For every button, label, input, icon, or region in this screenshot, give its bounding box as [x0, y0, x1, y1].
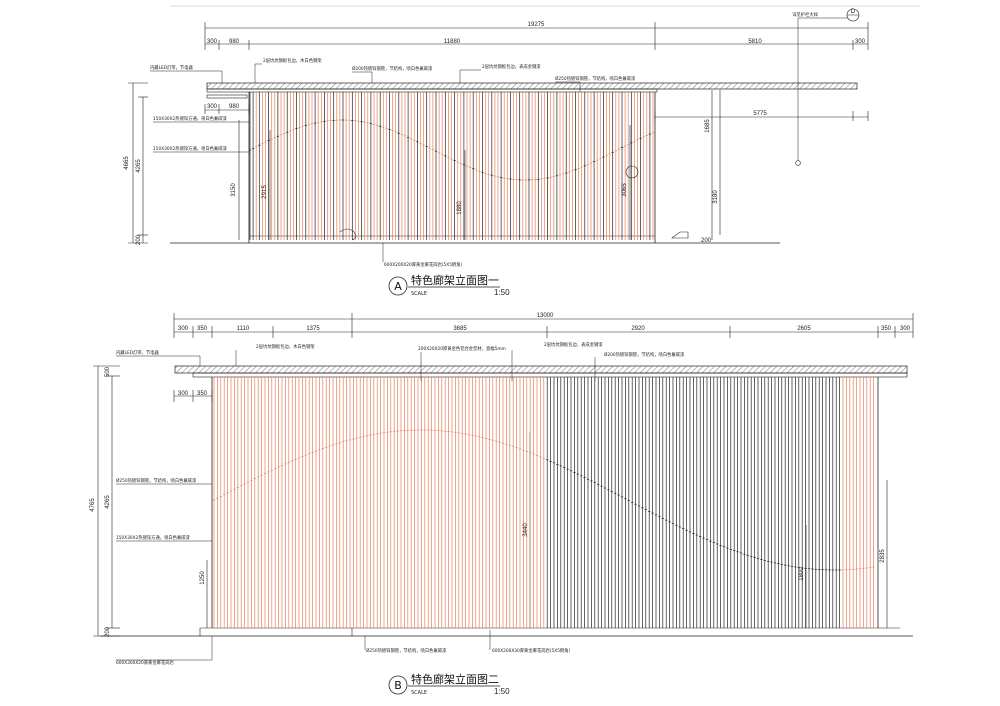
dim-b-top-6: 2605	[797, 326, 811, 332]
title-b-circle	[388, 675, 408, 695]
ref-circle-c	[625, 165, 639, 179]
note-b-beam-top: 2层坑坑钢板包边，木白色钢架	[256, 343, 315, 350]
title-b-text: 特色廊架立面图二	[411, 672, 499, 686]
note-a-tube150-1: 150X30X2热镀锌方通，喷白色氟碳漆	[153, 115, 228, 122]
note-a-led: 内藏LED灯带，节电器	[150, 64, 193, 71]
height-b-1800: 1800	[799, 567, 805, 581]
height-b-500: 500	[105, 366, 111, 377]
dim-b-top-7: 350	[881, 326, 892, 332]
height-a-3150: 3150	[231, 183, 237, 197]
title-a-letter: A	[394, 280, 402, 293]
dim-b-overall: 13000	[537, 313, 554, 319]
dim-a-right: 5775	[753, 111, 767, 117]
roof-beam-b	[174, 365, 908, 374]
note-b-beam-mid: 200X20X20厚黄金色铝合金型材，宽幅5mm	[418, 345, 506, 352]
height-a-ground-left: 200	[136, 234, 142, 245]
dim-a-overall: 19275	[528, 22, 545, 28]
dim-a-top-3: 5810	[748, 39, 762, 45]
dim-a-second-1: 980	[229, 104, 240, 110]
note-b-beam-right: 2层坑坑钢板包边，表成金钢漆	[544, 341, 603, 348]
dim-b-top-1: 350	[197, 326, 208, 332]
dim-b-top-2: 1110	[237, 326, 250, 332]
note-ref: 详见护栏大样	[792, 11, 818, 18]
height-b-ground: 200	[105, 626, 111, 637]
title-a-scale: 1:50	[494, 288, 510, 297]
dim-b-top-4: 3685	[453, 326, 467, 332]
elevation-a: D 详见护栏大样 19275 300 980 11880 5810 300 30…	[124, 8, 869, 297]
height-a-total: 4665	[124, 156, 130, 170]
dim-b-top-0: 300	[178, 326, 189, 332]
note-a-base: 600X200X20厚黄金麻花岗岩(5X5倒角)	[384, 261, 463, 268]
dim-a-top-0: 300	[207, 39, 218, 45]
note-b-led: 内藏LED灯带，节电器	[116, 349, 159, 356]
dim-a-second-0: 300	[207, 104, 218, 110]
title-b-scale-word: SCALE	[411, 690, 427, 696]
dim-b-top-8: 300	[900, 326, 911, 332]
title-a-scale-word: SCALE	[411, 291, 427, 297]
note-a-pipe250: Ø250热镀锌钢管，节结构，喷白色氟碳漆	[555, 75, 636, 82]
title-a-text: 特色廊架立面图一	[411, 273, 499, 287]
height-b-1250: 1250	[200, 571, 206, 585]
height-a-3180: 3180	[713, 190, 719, 204]
ref-dot	[795, 160, 801, 166]
slats-b	[212, 377, 875, 628]
title-b-scale: 1:50	[494, 687, 510, 696]
dim-b-second-0: 300	[178, 391, 189, 397]
note-b-tube150: 150X30X2热镀锌方通，喷白色氟碳漆	[116, 534, 191, 541]
height-a-2915: 2915	[262, 185, 268, 199]
note-b-pipe200: Ø200热镀锌钢管，节结构，喷白色氟碳漆	[604, 351, 685, 358]
note-a-tube150-2: 150X30X2热镀锌方通，喷白色氟碳漆	[153, 145, 228, 152]
note-b-pipe250: Ø250热镀锌钢管，节结构，喷白色氟碳漆	[116, 477, 197, 484]
height-a-inner: 4265	[136, 159, 142, 173]
height-a-ground-right: 200	[701, 238, 712, 244]
height-a-1685: 1685	[705, 119, 711, 133]
slats-a	[248, 92, 655, 240]
note-a-beam-right: 2层坑坑钢板包边，表成金钢漆	[482, 63, 541, 70]
dim-b-top-3: 1375	[306, 326, 320, 332]
height-b-2835: 2835	[880, 549, 886, 563]
title-b-letter: B	[394, 679, 402, 692]
dim-a-top-1: 980	[229, 39, 240, 45]
dim-b-second-1: 350	[197, 391, 208, 397]
note-a-beam-top: 2层坑坑钢板包边，木白色钢架	[263, 57, 322, 64]
note-b-pipe250-b: Ø250热镀锌钢管，节结构，喷白色氟碳漆	[366, 647, 447, 654]
height-b-inner: 4265	[105, 495, 111, 509]
dim-b-top-5: 2920	[631, 326, 645, 332]
height-a-3065: 3065	[622, 183, 628, 197]
height-a-1880: 1880	[457, 201, 463, 215]
height-b-total: 4765	[90, 498, 96, 512]
elevation-b: 13000 300 350 1110 1375 3685 2920 2605 3…	[90, 313, 914, 696]
title-a-circle	[388, 276, 408, 296]
roof-beam-a	[206, 82, 858, 90]
height-b-3440: 3440	[523, 523, 529, 537]
note-b-base-mid: 600X200X30厚黄金麻花岗岩(5X5倒角)	[492, 647, 571, 654]
ref-tag-label: D	[851, 9, 856, 15]
dim-a-top-2: 11880	[444, 39, 461, 45]
dim-a-top-4: 300	[855, 39, 866, 45]
note-a-pipe200: Ø200热镀锌钢管，节结构，喷白色氟碳漆	[352, 65, 433, 72]
note-b-base: 600X300X20厚黄金麻花岗岩	[116, 659, 175, 666]
